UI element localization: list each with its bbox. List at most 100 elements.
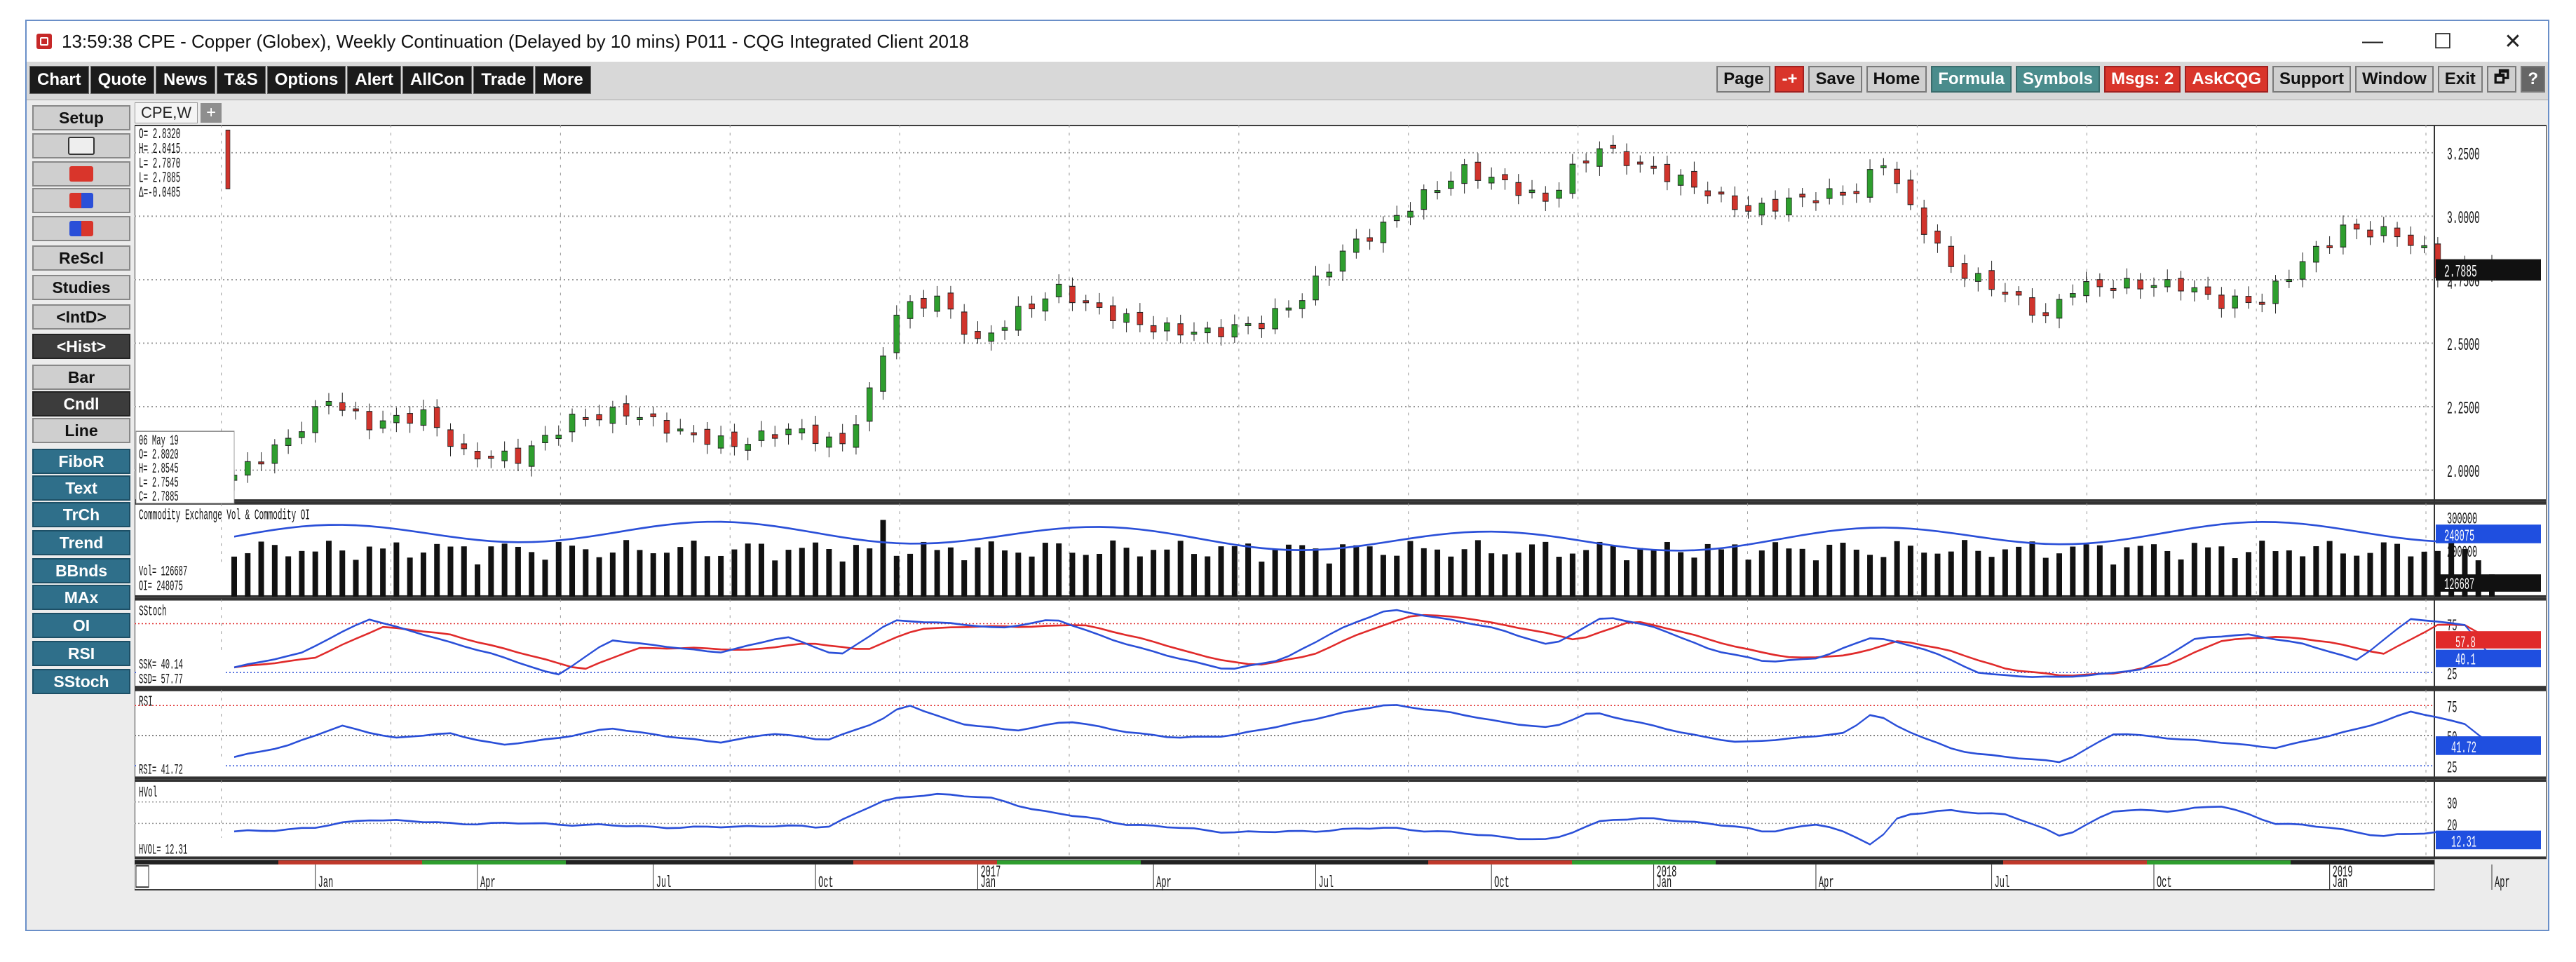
- candle-body: [866, 387, 873, 422]
- candle-body: [366, 411, 373, 431]
- volume-bar: [2354, 555, 2360, 597]
- last-volume-tag: [2436, 574, 2541, 592]
- sidebar-oi-button[interactable]: OI: [32, 613, 130, 638]
- candle-body: [1677, 175, 1684, 186]
- sidebar-max-button[interactable]: MAx: [32, 585, 130, 610]
- toolbar-page-button[interactable]: Page: [1716, 66, 1771, 93]
- last-price-label: 2.7885: [2444, 262, 2477, 282]
- volume-bar: [1367, 546, 1373, 597]
- volume-bar: [1745, 560, 1751, 597]
- volume-bar: [1151, 550, 1157, 597]
- volume-readout-line: OI= 248075: [139, 578, 183, 595]
- sidebar-fibor-button[interactable]: FiboR: [32, 449, 130, 474]
- sidebar-cursor-button[interactable]: [32, 161, 130, 187]
- volume-bar: [1799, 548, 1805, 597]
- volume-bar: [1123, 548, 1130, 597]
- candle-body: [1421, 189, 1428, 210]
- toolbar-trade-button[interactable]: Trade: [473, 66, 534, 94]
- toolbar-exit-button[interactable]: Exit: [2437, 66, 2483, 93]
- sidebar-cndl-button[interactable]: Cndl: [32, 391, 130, 416]
- candle-body: [1393, 215, 1400, 222]
- chart-tab[interactable]: CPE,W: [135, 102, 198, 123]
- volume-bar: [366, 546, 372, 597]
- candle-body: [1934, 231, 1941, 244]
- sidebar-rescl-button[interactable]: ReScl: [32, 245, 130, 271]
- candle-body: [1515, 182, 1522, 196]
- toolbar-more-button[interactable]: More: [535, 66, 591, 94]
- sidebar-setup-button[interactable]: Setup: [32, 105, 130, 130]
- x-axis-month-label: Jul: [1319, 875, 1334, 893]
- toolbar-chart-button[interactable]: Chart: [29, 66, 89, 94]
- toolbar-item-11-button[interactable]: 🗗: [2486, 66, 2517, 93]
- volume-bar: [2205, 547, 2211, 597]
- candle-body: [691, 432, 697, 435]
- add-tab-button[interactable]: +: [201, 103, 222, 123]
- minimize-button[interactable]: —: [2362, 29, 2383, 53]
- candle-body: [947, 292, 954, 310]
- sidebar-line-button[interactable]: Line: [32, 418, 130, 443]
- toolbar-msgs-2-button[interactable]: Msgs: 2: [2103, 66, 2181, 93]
- toolbar-formula-button[interactable]: Formula: [1931, 66, 2012, 93]
- candle-body: [2137, 279, 2143, 290]
- toolbar-askcqg-button[interactable]: AskCQG: [2185, 66, 2269, 93]
- axis-corner-box: [135, 865, 149, 888]
- volume-bar: [1704, 543, 1711, 597]
- season-strip-segment: [1428, 860, 1572, 865]
- volume-bar: [1975, 550, 1981, 597]
- sidebar-bar-button[interactable]: Bar: [32, 365, 130, 390]
- x-axis-month-label: Apr: [1819, 875, 1834, 893]
- candle-body: [1475, 161, 1482, 181]
- candle-body: [975, 331, 981, 339]
- volume-bar: [312, 551, 318, 597]
- volume-bar: [285, 556, 292, 597]
- volume-bar: [2191, 543, 2197, 597]
- toolbar-alert-button[interactable]: Alert: [347, 66, 402, 94]
- volume-bar: [407, 557, 413, 597]
- season-strip-segment: [422, 860, 566, 865]
- toolbar-window-button[interactable]: Window: [2355, 66, 2434, 93]
- sidebar-text-button[interactable]: Text: [32, 475, 130, 501]
- sidebar-sstoch-button[interactable]: SStoch: [32, 669, 130, 694]
- toolbar-home-button[interactable]: Home: [1866, 66, 1927, 93]
- volume-bar: [609, 553, 616, 597]
- sidebar-intd-button[interactable]: <IntD>: [32, 304, 130, 330]
- candle-body: [1569, 163, 1576, 194]
- sidebar-arrows-button[interactable]: [32, 188, 130, 213]
- volume-bar: [1285, 544, 1292, 597]
- sidebar-trch-button[interactable]: TrCh: [32, 502, 130, 527]
- toolbar-item-12-button[interactable]: ?: [2521, 66, 2545, 93]
- candle-body: [2408, 234, 2414, 246]
- toolbar-support-button[interactable]: Support: [2272, 66, 2351, 93]
- candle-body: [258, 461, 264, 465]
- close-button[interactable]: ✕: [2504, 29, 2522, 53]
- toolbar-options-button[interactable]: Options: [266, 66, 346, 94]
- sidebar-printer-button[interactable]: [32, 133, 130, 158]
- candle-body: [407, 413, 413, 424]
- sidebar-trend-button[interactable]: Trend: [32, 530, 130, 555]
- x-axis-year-label: 2019: [2333, 864, 2353, 881]
- volume-bar: [2002, 549, 2008, 597]
- maximize-button[interactable]: ☐: [2433, 29, 2453, 53]
- toolbar-quote-button[interactable]: Quote: [90, 66, 154, 94]
- x-axis-month-label: Oct: [2157, 875, 2172, 893]
- candle-body: [1339, 250, 1346, 272]
- toolbar-item-1-button[interactable]: -+: [1775, 66, 1805, 93]
- toolbar-t-s-button[interactable]: T&S: [216, 66, 266, 94]
- toolbar-save-button[interactable]: Save: [1808, 66, 1862, 93]
- volume-bar: [1502, 554, 1508, 597]
- volume-bar: [1191, 554, 1197, 597]
- candle-body: [2272, 280, 2279, 304]
- volume-bar: [529, 552, 535, 597]
- toolbar-allcon-button[interactable]: AllCon: [402, 66, 473, 94]
- sidebar-bbnds-button[interactable]: BBnds: [32, 558, 130, 583]
- toolbar-news-button[interactable]: News: [156, 66, 215, 94]
- candle-body: [488, 456, 494, 459]
- sidebar-hist-button[interactable]: <Hist>: [32, 334, 130, 359]
- volume-bar: [1313, 548, 1319, 597]
- sidebar-rsi-button[interactable]: RSI: [32, 641, 130, 666]
- candle-body: [1218, 327, 1224, 337]
- toolbar-symbols-button[interactable]: Symbols: [2015, 66, 2100, 93]
- sidebar-studies-button[interactable]: Studies: [32, 275, 130, 300]
- sidebar-grid-button[interactable]: [32, 216, 130, 241]
